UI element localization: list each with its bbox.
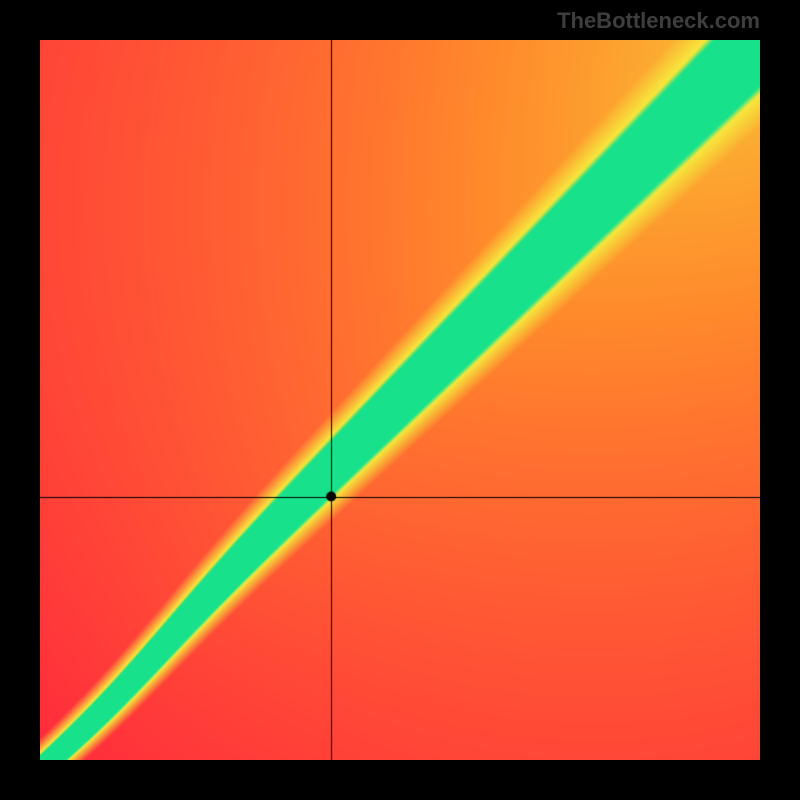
bottleneck-heatmap bbox=[40, 40, 760, 760]
plot-frame bbox=[40, 40, 760, 760]
watermark: TheBottleneck.com bbox=[557, 8, 760, 34]
chart-outer: TheBottleneck.com bbox=[0, 0, 800, 800]
